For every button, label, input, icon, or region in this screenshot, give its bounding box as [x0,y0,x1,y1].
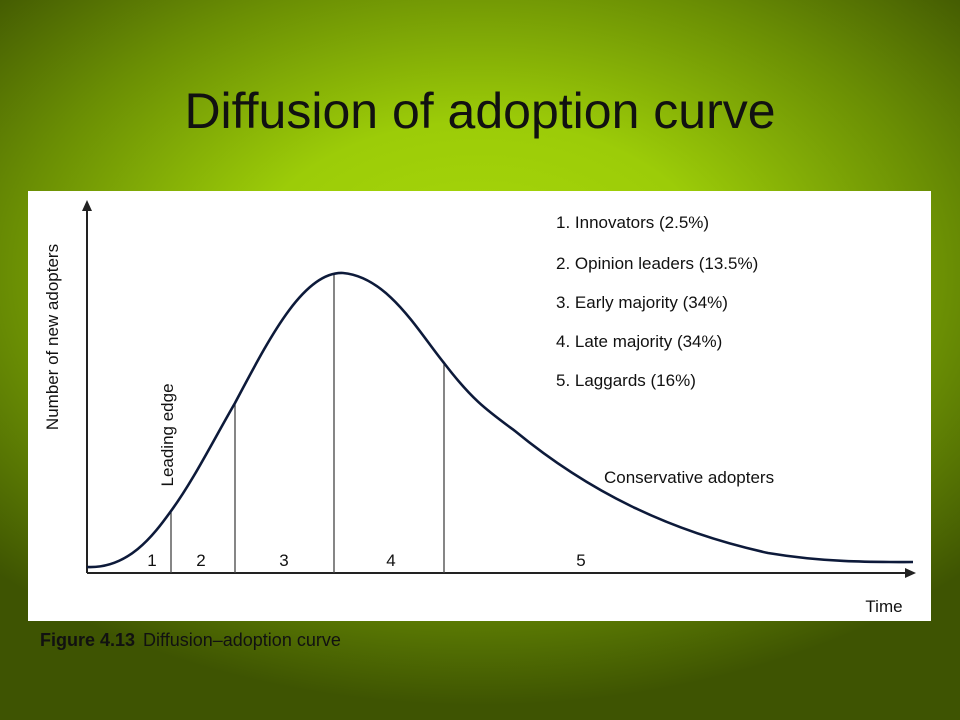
y-axis-arrow-icon [82,200,92,211]
chart-panel: Number of new adopters Leading edge 1 2 … [28,191,931,621]
y-axis-label: Number of new adopters [43,244,62,430]
conservative-adopters-label: Conservative adopters [604,468,774,487]
adoption-curve [86,271,914,569]
segment-label-4: 4 [386,551,395,570]
diffusion-chart: Number of new adopters Leading edge 1 2 … [43,200,916,616]
segment-label-5: 5 [576,551,585,570]
legend-item: 2. Opinion leaders (13.5%) [556,254,758,273]
leading-edge-label: Leading edge [158,383,177,486]
figure-caption: Figure 4.13 Diffusion–adoption curve [40,630,341,651]
slide-title: Diffusion of adoption curve [184,83,776,139]
x-axis-arrow-icon [905,568,916,578]
caption-figure-number: Figure 4.13 [40,630,136,650]
segment-label-1: 1 [147,551,156,570]
legend: 1. Innovators (2.5%) 2. Opinion leaders … [556,213,758,390]
segment-label-3: 3 [279,551,288,570]
legend-item: 4. Late majority (34%) [556,332,722,351]
segment-label-2: 2 [196,551,205,570]
legend-item: 3. Early majority (34%) [556,293,728,312]
legend-item: 1. Innovators (2.5%) [556,213,709,232]
caption-text: Diffusion–adoption curve [143,630,341,650]
x-axis-label: Time [865,597,902,616]
legend-item: 5. Laggards (16%) [556,371,696,390]
